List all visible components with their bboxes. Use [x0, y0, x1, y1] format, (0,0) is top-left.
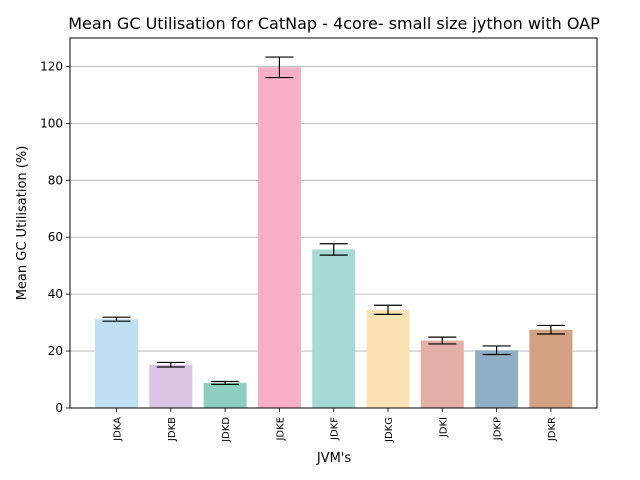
x-axis-ticks: JDKA JDKB JDKD JDKE JDKF JDKG JDKI JDKP JDKR [113, 408, 558, 443]
y-tick-label: 120 [40, 59, 63, 73]
bar-jdke [257, 67, 301, 409]
bar-jdkb [149, 364, 193, 408]
bar-jdkf [312, 249, 356, 408]
x-tick-label-jdkd: JDKD [221, 417, 232, 443]
x-tick-label-jdkf: JDKF [330, 417, 341, 441]
x-axis-label: JVM's [316, 451, 352, 466]
y-tick-label: 100 [40, 116, 63, 130]
x-tick-label-jdkg: JDKG [384, 417, 395, 443]
bars [95, 67, 573, 409]
bar-jdki [420, 340, 464, 408]
chart-title: Mean GC Utilisation for CatNap - 4core- … [68, 14, 600, 33]
bar-jdkr [529, 329, 573, 408]
error-bars [102, 56, 565, 385]
bar-jdkd [203, 382, 247, 408]
x-tick-label-jdke: JDKE [275, 417, 286, 442]
y-tick-label: 80 [48, 173, 63, 187]
y-tick-label: 0 [55, 401, 63, 415]
bar-jdkg [366, 309, 410, 408]
x-tick-label-jdkb: JDKB [167, 417, 178, 442]
x-tick-label-jdka: JDKA [113, 417, 124, 442]
bar-jdkp [475, 350, 519, 408]
x-tick-label-jdki: JDKI [438, 417, 449, 438]
y-tick-label: 60 [48, 230, 63, 244]
y-axis-ticks: 0 20 40 60 80 100 120 [40, 59, 70, 415]
x-tick-label-jdkp: JDKP [493, 417, 504, 441]
y-tick-label: 20 [48, 344, 63, 358]
y-axis-label: Mean GC Utilisation (%) [15, 146, 30, 301]
bar-jdka [95, 319, 138, 408]
y-tick-label: 40 [48, 287, 63, 301]
x-tick-label-jdkr: JDKR [547, 417, 558, 442]
